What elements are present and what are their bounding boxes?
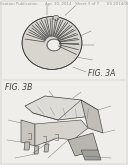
Ellipse shape (47, 39, 61, 51)
Polygon shape (44, 144, 49, 152)
Ellipse shape (22, 17, 82, 69)
Polygon shape (68, 133, 98, 156)
Polygon shape (81, 100, 103, 133)
Ellipse shape (47, 39, 61, 51)
Polygon shape (21, 120, 35, 146)
Polygon shape (24, 142, 30, 150)
Polygon shape (35, 120, 88, 146)
Polygon shape (25, 96, 98, 120)
Ellipse shape (53, 15, 59, 20)
Text: Patent Application Publication      Apr. 10, 2014   Sheet 3 of 7      US 2014/00: Patent Application Publication Apr. 10, … (0, 2, 128, 6)
Text: FIG. 3B: FIG. 3B (5, 82, 32, 92)
Text: FIG. 3A: FIG. 3A (88, 68, 115, 78)
Polygon shape (34, 146, 39, 154)
Polygon shape (81, 150, 101, 160)
